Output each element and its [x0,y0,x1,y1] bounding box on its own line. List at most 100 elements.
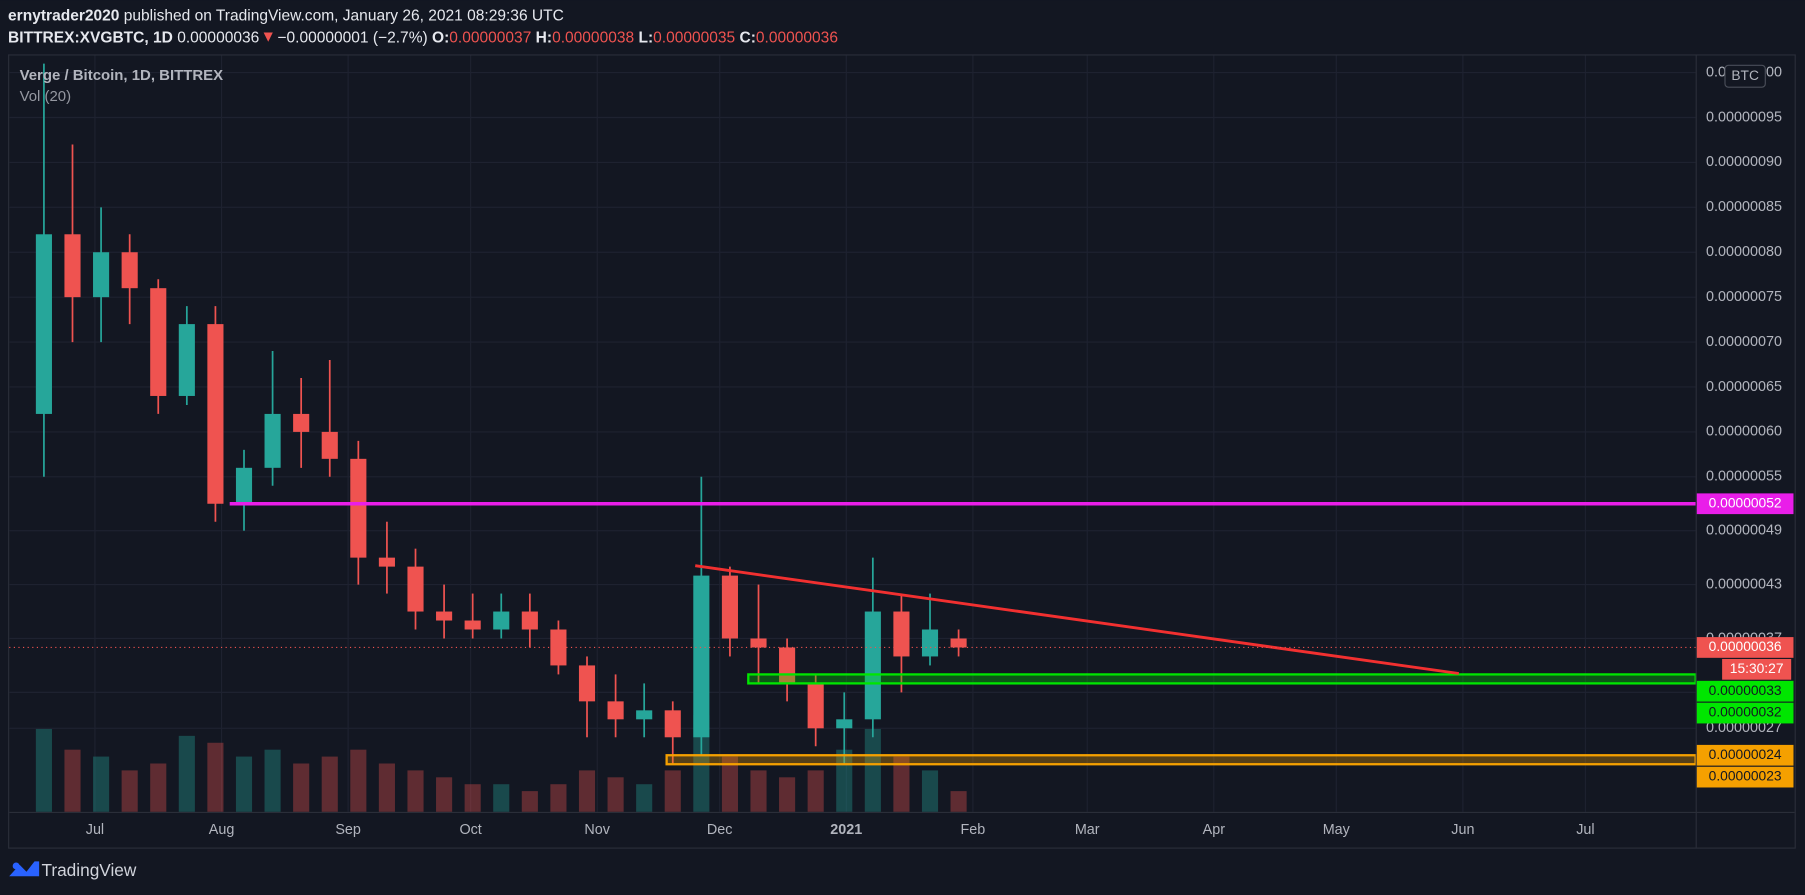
footer-logo [9,861,40,877]
candle-body [721,575,738,639]
price-label-box [1696,744,1794,766]
grid [9,55,1696,812]
y-tick-label: 0.00000027 [1706,720,1782,736]
volume-bar [264,749,281,812]
y-tick-label: 0.00000043 [1706,576,1782,592]
x-tick-label: Sep [335,822,361,838]
candle-body [321,431,338,459]
low-label: L: [638,29,653,46]
volume-bar [921,770,939,812]
open-label: O: [432,29,449,46]
volume-bar [35,728,52,812]
candle-body [693,575,710,738]
price-label: 0.00000023 [1709,768,1782,784]
candle-body [636,710,653,720]
volume-bar [150,763,167,812]
candle-body [836,719,853,729]
close-label: C: [740,29,756,46]
price-label-box [1696,680,1794,702]
candle-body [550,629,567,666]
trend-line [695,564,1460,675]
symbol: BITTREX:XVGBTC, 1D [8,29,173,46]
high: 0.00000038 [552,29,634,46]
plot [9,63,1697,812]
x-tick-label: Jul [1576,822,1594,838]
volume-bar [407,770,424,812]
candle-body [807,683,824,729]
candle-body [150,288,167,396]
candle-body [607,701,624,720]
volume-bar [578,770,596,812]
candle-body [864,611,881,720]
y-tick-label: 0.00000060 [1706,424,1782,440]
volume-bar [779,777,796,812]
volume-bar [750,770,767,812]
volume-bar [436,777,453,812]
indicator-name: Vol (20) [20,88,72,105]
price-label: 15:30:27 [1730,660,1784,676]
x-tick-label: Feb [960,822,985,838]
volume-bar [207,742,224,812]
price-label: 0.00000033 [1709,682,1782,698]
price-label: 0.00000052 [1709,494,1782,510]
footer-brand: TradingView [41,860,136,880]
x-tick-label: Aug [209,822,235,838]
candle-body [950,638,967,648]
volume-bar [293,763,310,812]
volume-bar [93,756,110,812]
volume-bar [664,770,681,812]
volume-bar [721,756,738,812]
volume-bar [121,770,138,812]
x-tick-label: Oct [459,822,481,838]
chart-title: Verge / Bitcoin, 1D, BITTREX [20,67,224,84]
volume-bar [378,763,395,812]
price-label-box [1696,637,1794,658]
volume-bar [321,756,338,812]
axes: 0.000001000.000000950.000000900.00000085… [86,64,1794,838]
x-tick-label: Jun [1451,822,1474,838]
candle-body [293,413,310,432]
currency-box[interactable] [1724,64,1766,88]
candle-body [493,611,510,630]
open: 0.00000037 [449,29,531,46]
y-tick-label: 0.00000055 [1706,469,1782,485]
volume-bar [807,770,824,812]
x-tick-label: Jul [86,822,104,838]
header-line-2: BITTREX:XVGBTC, 1D 0.00000036 [8,29,259,46]
candle-body [893,611,910,657]
candle-body [578,665,596,702]
price-label: 0.00000032 [1709,704,1782,720]
change: −0.00000001 (−2.7%) [277,29,427,46]
volume-bar [864,728,881,812]
low: 0.00000035 [653,29,735,46]
volume-bar [950,791,967,812]
zone [665,754,1697,766]
candle-body [64,234,81,298]
candle-body [921,629,939,657]
candle-body [436,611,453,621]
candle-body [207,324,224,504]
candle-body [350,458,367,558]
price-label-box [1696,493,1794,515]
volume-bar [350,749,367,812]
currency[interactable]: BTC [1731,67,1759,83]
published: published on TradingView.com, January 26… [124,8,564,25]
volume-bar [493,784,510,812]
candle-body [264,413,281,468]
y-tick-label: 0.00000095 [1706,109,1782,125]
volume-bar [235,756,253,812]
y-tick-label: 0.00000070 [1706,334,1782,350]
candle-body [93,252,110,298]
price-label: 0.00000024 [1709,746,1782,762]
volume-bar [636,784,653,812]
x-tick-label: Mar [1075,822,1100,838]
high-label: H: [536,29,552,46]
y-tick-label: 0.00000049 [1706,522,1782,538]
candle-body [664,710,681,738]
last: 0.00000036 [177,29,259,46]
close: 0.00000036 [756,29,838,46]
y-tick-label: 0.00000065 [1706,379,1782,395]
y-tick-label: 0.00000080 [1706,244,1782,260]
candle-body [178,324,195,396]
